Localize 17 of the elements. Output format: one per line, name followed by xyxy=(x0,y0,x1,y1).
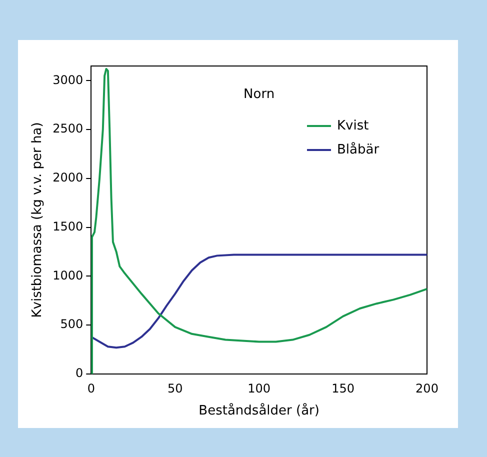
legend-label: Kvist xyxy=(337,118,369,134)
y-tick-label: 1500 xyxy=(52,219,84,234)
y-tick-label: 0 xyxy=(76,366,84,380)
y-tick-label: 3000 xyxy=(52,72,84,87)
text: Norn xyxy=(244,86,275,102)
y-tick-label: 2500 xyxy=(52,122,84,136)
y-axis-title: Kvistbiomassa (kg v.v. per ha) xyxy=(30,122,46,318)
y-tick-label: 1000 xyxy=(52,268,84,282)
x-axis-title: Beståndsålder (år) xyxy=(198,402,320,419)
x-tick-label: 50 xyxy=(167,381,183,396)
y-tick-label: 500 xyxy=(60,317,84,332)
y-tick-label: 2000 xyxy=(52,170,84,185)
x-tick-label: 200 xyxy=(416,381,438,396)
x-tick-label: 150 xyxy=(332,381,354,396)
x-tick-label: 100 xyxy=(248,381,271,396)
legend-label: Blåbär xyxy=(337,141,380,158)
x-tick-label: 0 xyxy=(87,381,95,396)
